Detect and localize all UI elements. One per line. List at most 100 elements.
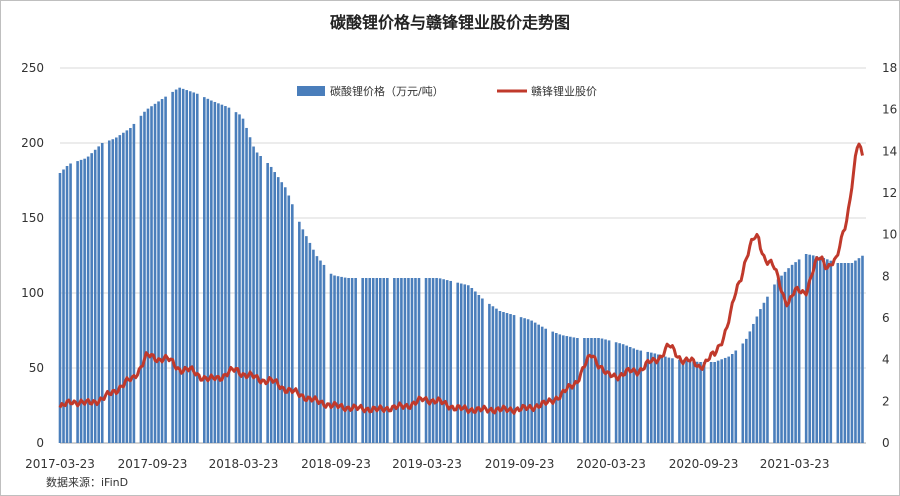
left-tick-label: 250	[21, 61, 44, 75]
chart-title: 碳酸锂价格与赣锋锂业股价走势图	[330, 13, 570, 32]
price-bar	[361, 278, 364, 443]
price-bar	[554, 333, 558, 443]
price-bar	[100, 143, 104, 443]
price-bar	[410, 278, 414, 443]
legend: 碳酸锂价格（万元/吨） 赣锋锂业股价	[297, 84, 597, 98]
price-bar	[206, 98, 210, 444]
price-bar	[417, 278, 421, 443]
price-bar	[178, 87, 181, 444]
right-tick-label: 0	[882, 436, 890, 450]
price-bar	[716, 360, 720, 443]
price-bar	[111, 139, 115, 443]
price-bar	[477, 295, 481, 443]
price-bar	[143, 111, 146, 443]
price-bar	[139, 115, 143, 443]
price-bar	[146, 108, 150, 443]
price-bar	[403, 278, 407, 443]
right-tick-label: 14	[882, 144, 897, 158]
price-bar	[466, 285, 470, 443]
price-bar	[322, 264, 326, 443]
right-tick-label: 16	[882, 103, 897, 117]
price-bar	[241, 118, 245, 444]
price-bar	[836, 263, 840, 443]
price-bar	[400, 278, 403, 443]
price-bar	[347, 278, 350, 443]
price-bar	[217, 103, 220, 444]
price-bar	[438, 278, 442, 443]
price-bar	[635, 349, 639, 443]
price-bar	[290, 204, 294, 443]
price-bar	[86, 156, 90, 443]
price-bar	[825, 259, 829, 443]
price-bar	[572, 337, 576, 443]
price-bar	[597, 338, 600, 443]
price-bar	[115, 137, 118, 443]
price-bar	[720, 359, 723, 443]
left-tick-label: 100	[21, 286, 44, 300]
price-bar	[129, 128, 132, 443]
data-source: 数据来源：iFinD	[46, 475, 128, 489]
price-bar	[491, 306, 495, 443]
price-bar	[125, 130, 129, 443]
price-bar	[333, 275, 336, 443]
price-bar	[107, 140, 111, 444]
price-bar	[797, 259, 801, 443]
price-bar	[850, 263, 854, 443]
price-bar	[160, 99, 164, 444]
price-bar	[329, 273, 333, 443]
price-bar	[766, 296, 769, 443]
price-bar	[745, 338, 748, 443]
price-bar	[171, 91, 174, 443]
bar-series	[58, 87, 864, 444]
x-tick-label: 2019-09-23	[485, 457, 555, 471]
price-bar	[276, 177, 280, 443]
price-bar	[463, 284, 467, 443]
price-bar	[181, 88, 185, 443]
right-tick-label: 4	[882, 353, 890, 367]
price-bar	[660, 355, 664, 443]
price-bar	[354, 278, 357, 443]
price-bar	[730, 354, 734, 443]
left-tick-label: 150	[21, 211, 44, 225]
price-bar	[343, 277, 347, 443]
price-bar	[495, 308, 498, 443]
price-bar	[713, 362, 716, 443]
price-bar	[829, 260, 833, 443]
price-bar	[245, 127, 248, 443]
price-bar	[523, 318, 526, 443]
right-axis: 0 2 4 6 8 10 12 14 16 18	[882, 61, 897, 450]
price-bar	[650, 352, 653, 443]
price-bar	[692, 361, 695, 443]
price-bar	[459, 283, 463, 443]
price-bar	[526, 319, 530, 443]
price-bar	[727, 356, 731, 443]
price-bar	[593, 338, 597, 443]
price-bar	[386, 278, 389, 443]
price-bar	[709, 362, 713, 443]
price-bar	[474, 291, 477, 443]
price-bar	[702, 362, 706, 443]
price-bar	[667, 357, 671, 443]
price-bar	[164, 96, 167, 443]
price-bar	[283, 187, 287, 443]
price-bar	[375, 278, 379, 443]
price-bar	[822, 257, 826, 443]
price-bar	[639, 350, 643, 443]
price-bar	[150, 106, 153, 443]
price-bar	[488, 303, 491, 443]
price-bar	[590, 338, 593, 443]
price-bar	[752, 323, 755, 443]
price-bar	[657, 354, 660, 443]
price-bar	[83, 158, 86, 443]
price-bar	[305, 236, 308, 443]
price-bar	[787, 268, 790, 443]
price-bar	[695, 361, 699, 443]
x-tick-label: 2020-03-23	[576, 457, 646, 471]
price-bar	[625, 345, 628, 443]
price-bar	[340, 276, 343, 443]
price-bar	[505, 313, 509, 443]
price-bar	[646, 351, 650, 443]
price-bar	[519, 317, 523, 443]
price-bar	[192, 92, 196, 443]
left-tick-label: 50	[29, 361, 44, 375]
